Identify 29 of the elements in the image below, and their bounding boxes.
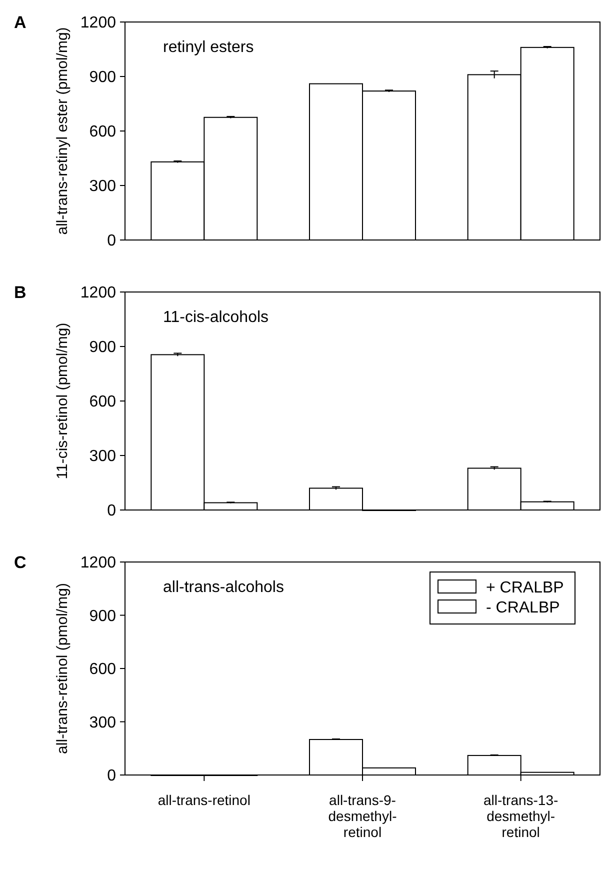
x-tick-label: all-trans-retinol — [158, 792, 250, 808]
x-tick-label: all-trans-13-desmethyl-retinol — [483, 792, 559, 840]
y-tick-label: 0 — [107, 232, 116, 250]
y-tick-label: 1200 — [80, 284, 116, 302]
y-tick-label: 300 — [89, 714, 116, 732]
text: A — [14, 13, 26, 32]
legend-label: + CRALBP — [486, 580, 564, 597]
x-tick-label: all-trans-9-desmethyl-retinol — [328, 792, 398, 840]
text: 11-cis-alcohols — [163, 309, 269, 326]
y-tick-label: 900 — [89, 339, 116, 356]
y-axis-title: all-trans-retinol (pmol/mg) — [54, 583, 71, 754]
y-tick-label: 600 — [89, 394, 116, 411]
y-tick-label: 0 — [107, 502, 116, 520]
y-tick-label: 1200 — [80, 554, 116, 572]
text: retinyl esters — [163, 39, 254, 56]
text: C — [14, 553, 26, 572]
y-tick-label: 300 — [89, 448, 116, 466]
y-axis-title: 11-cis-retinol (pmol/mg) — [54, 322, 71, 480]
y-tick-label: 1200 — [80, 14, 116, 32]
text: B — [14, 283, 26, 302]
y-tick-label: 600 — [89, 661, 116, 678]
legend-label: - CRALBP — [486, 600, 560, 617]
y-tick-label: 900 — [89, 69, 116, 86]
y-tick-label: 0 — [107, 768, 116, 785]
y-tick-label: 600 — [89, 124, 116, 141]
y-tick-label: 900 — [89, 608, 116, 625]
y-tick-label: 300 — [89, 178, 116, 196]
text: all-trans-alcohols — [163, 579, 284, 596]
y-axis-title: all-trans-retinyl ester (pmol/mg) — [54, 27, 71, 235]
